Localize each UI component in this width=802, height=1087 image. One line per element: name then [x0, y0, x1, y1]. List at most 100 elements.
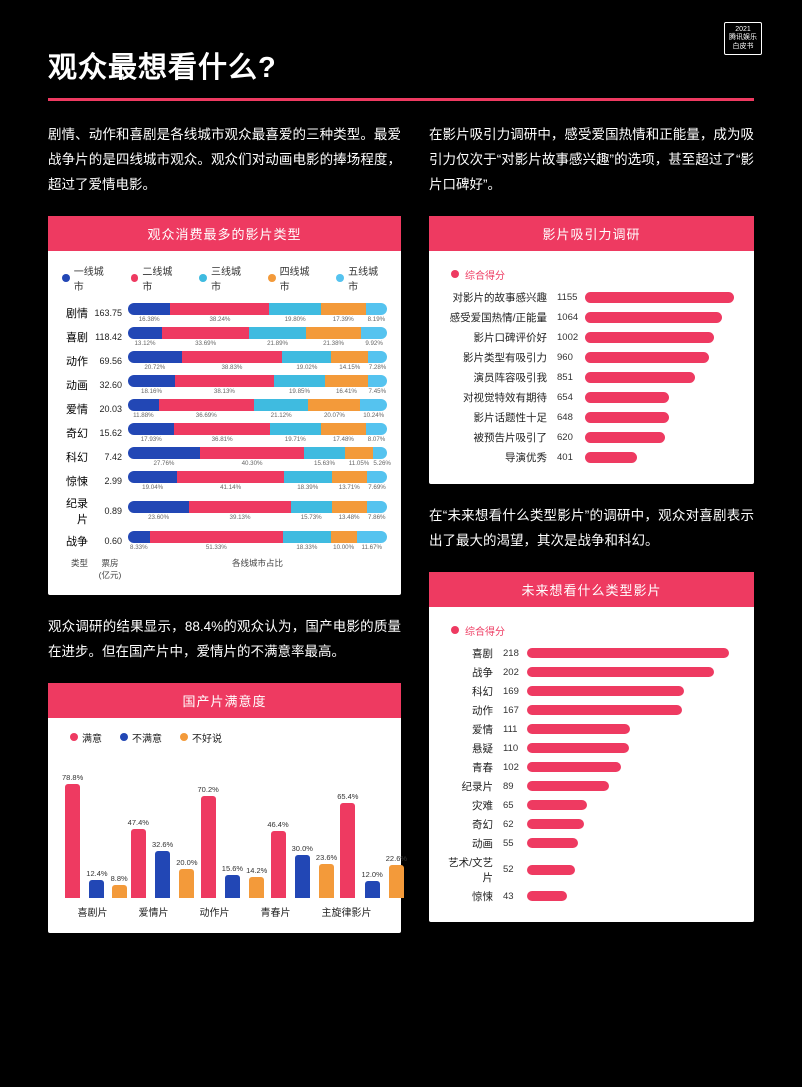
axis-type: 类型: [62, 557, 92, 581]
hbar-track: [585, 312, 740, 323]
stacked-bar: [128, 327, 387, 339]
stacked-seg: [150, 531, 283, 543]
pct-row: 20.72%38.83%19.02%14.15%7.28%: [128, 364, 387, 371]
stacked-seg: [332, 501, 367, 513]
pct-label: 38.13%: [175, 388, 274, 395]
stacked-seg: [283, 531, 331, 543]
hbar-value: 111: [499, 724, 527, 735]
stacked-row: 科幻7.4227.76%40.30%15.63%11.05%5.26%: [62, 447, 387, 467]
hbar: [585, 432, 665, 443]
hbar: [527, 865, 575, 875]
pct-label: 11.05%: [345, 460, 374, 467]
hbar: [585, 352, 709, 363]
hbar-label: 演员阵容吸引我: [443, 370, 553, 385]
pct-label: 20.07%: [308, 412, 360, 419]
stacked-bar: [128, 471, 387, 483]
stacked-bar: [128, 375, 387, 387]
stacked-seg: [128, 327, 162, 339]
hbar-track: [527, 838, 740, 848]
pct-label: 13.12%: [128, 340, 162, 347]
hbar-track: [527, 743, 740, 753]
sat-value: 23.6%: [316, 853, 337, 862]
chart-a-card: 观众消费最多的影片类型 一线城市二线城市三线城市四线城市五线城市剧情163.75…: [48, 216, 401, 595]
pct-label: 15.73%: [291, 514, 332, 521]
pct-label: 10.00%: [331, 544, 357, 551]
sat-value: 46.4%: [267, 820, 288, 829]
stacked-bar-wrap: 19.04%41.14%18.39%13.71%7.69%: [128, 471, 387, 491]
hbar-label: 灾难: [443, 798, 499, 813]
pct-label: 21.89%: [249, 340, 306, 347]
legend-label: 满意: [82, 730, 102, 745]
boxoffice-value: 163.75: [92, 308, 128, 318]
legend-swatch: [70, 733, 78, 741]
boxoffice-value: 2.99: [92, 476, 128, 486]
hbar-value: 202: [499, 667, 527, 678]
hbar-value: 960: [553, 352, 585, 363]
hbar-value: 169: [499, 686, 527, 697]
legend-swatch: [451, 270, 459, 278]
hbar: [527, 743, 629, 753]
hbar-track: [527, 667, 740, 677]
boxoffice-value: 7.42: [92, 452, 128, 462]
right-column: 在影片吸引力调研中，感受爱国热情和正能量，成为吸引力仅次于“对影片故事感兴趣”的…: [429, 123, 754, 953]
pct-label: 16.38%: [128, 316, 170, 323]
stacked-seg: [357, 531, 387, 543]
sat-xaxis: 喜剧片爱情片动作片青春片主旋律影片: [62, 904, 387, 919]
stacked-seg: [304, 447, 344, 459]
legend-label: 综合得分: [465, 623, 505, 638]
hbar: [585, 412, 669, 423]
stacked-seg: [282, 351, 331, 363]
stacked-seg: [175, 375, 274, 387]
genre-label: 剧情: [62, 305, 92, 321]
hbar-track: [527, 648, 740, 658]
pct-label: 33.69%: [162, 340, 249, 347]
boxoffice-value: 32.60: [92, 380, 128, 390]
hbar-value: 401: [553, 452, 585, 463]
hbar-track: [585, 452, 740, 463]
axis-boxoffice: 票房 (亿元): [92, 557, 128, 581]
sat-bar-wrap: 23.6%: [316, 853, 337, 898]
hbar: [527, 705, 682, 715]
pct-label: 20.72%: [128, 364, 182, 371]
stacked-bar-wrap: 13.12%33.69%21.89%21.38%9.92%: [128, 327, 387, 347]
sat-value: 8.8%: [111, 874, 128, 883]
hbar: [585, 312, 722, 323]
sat-group: 65.4%12.0%22.6%: [337, 792, 407, 897]
stacked-row: 奇幻15.6217.93%36.81%19.71%17.48%8.07%: [62, 423, 387, 443]
stacked-seg: [128, 531, 150, 543]
stacked-seg: [269, 303, 320, 315]
hbar-row: 影片话题性十足648: [443, 410, 740, 425]
pct-label: 41.14%: [177, 484, 284, 491]
chart-b-legend: 满意不满意不好说: [70, 730, 387, 745]
sat-bar: [155, 851, 170, 898]
pct-label: 38.24%: [170, 316, 269, 323]
hbar-value: 1002: [553, 332, 585, 343]
sat-bar: [295, 855, 310, 898]
stacked-seg: [331, 351, 368, 363]
stacked-seg: [291, 501, 332, 513]
pct-label: 38.83%: [182, 364, 283, 371]
genre-label: 爱情: [62, 401, 92, 417]
hbar-label: 喜剧: [443, 646, 499, 661]
pct-label: 18.33%: [283, 544, 331, 551]
pct-label: 18.16%: [128, 388, 175, 395]
sat-bar-wrap: 20.0%: [176, 858, 197, 898]
hbar: [527, 724, 630, 734]
stacked-row: 剧情163.7516.38%38.24%19.80%17.39%8.19%: [62, 303, 387, 323]
stacked-bar-wrap: 27.76%40.30%15.63%11.05%5.26%: [128, 447, 387, 467]
stacked-seg: [345, 447, 374, 459]
hbar-track: [527, 724, 740, 734]
hbar: [527, 819, 584, 829]
stacked-seg: [332, 471, 368, 483]
para-b: 在影片吸引力调研中，感受爱国热情和正能量，成为吸引力仅次于“对影片故事感兴趣”的…: [429, 123, 754, 198]
stacked-seg: [368, 375, 387, 387]
hbar-value: 218: [499, 648, 527, 659]
stacked-row: 动作69.5620.72%38.83%19.02%14.15%7.28%: [62, 351, 387, 371]
hbar-label: 战争: [443, 665, 499, 680]
legend-label: 五线城市: [348, 263, 387, 293]
pct-label: 23.60%: [128, 514, 189, 521]
sat-bar-wrap: 78.8%: [62, 773, 83, 898]
sat-value: 65.4%: [337, 792, 358, 801]
pct-row: 13.12%33.69%21.89%21.38%9.92%: [128, 340, 387, 347]
hbar: [585, 332, 714, 343]
